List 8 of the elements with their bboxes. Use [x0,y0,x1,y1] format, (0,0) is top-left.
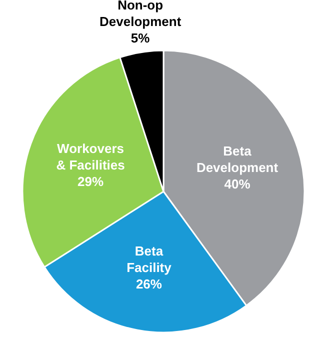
slice-label: Workovers & Facilities [56,141,125,173]
data-label: 26% [136,276,162,292]
data-label: 40% [224,176,251,192]
slice-label: Beta Development [196,144,279,176]
data-label: 29% [78,174,104,190]
slice-label: Beta Facility [126,244,172,276]
data-label: 5% [130,30,150,46]
slice-label: Non-op Development [100,0,182,29]
